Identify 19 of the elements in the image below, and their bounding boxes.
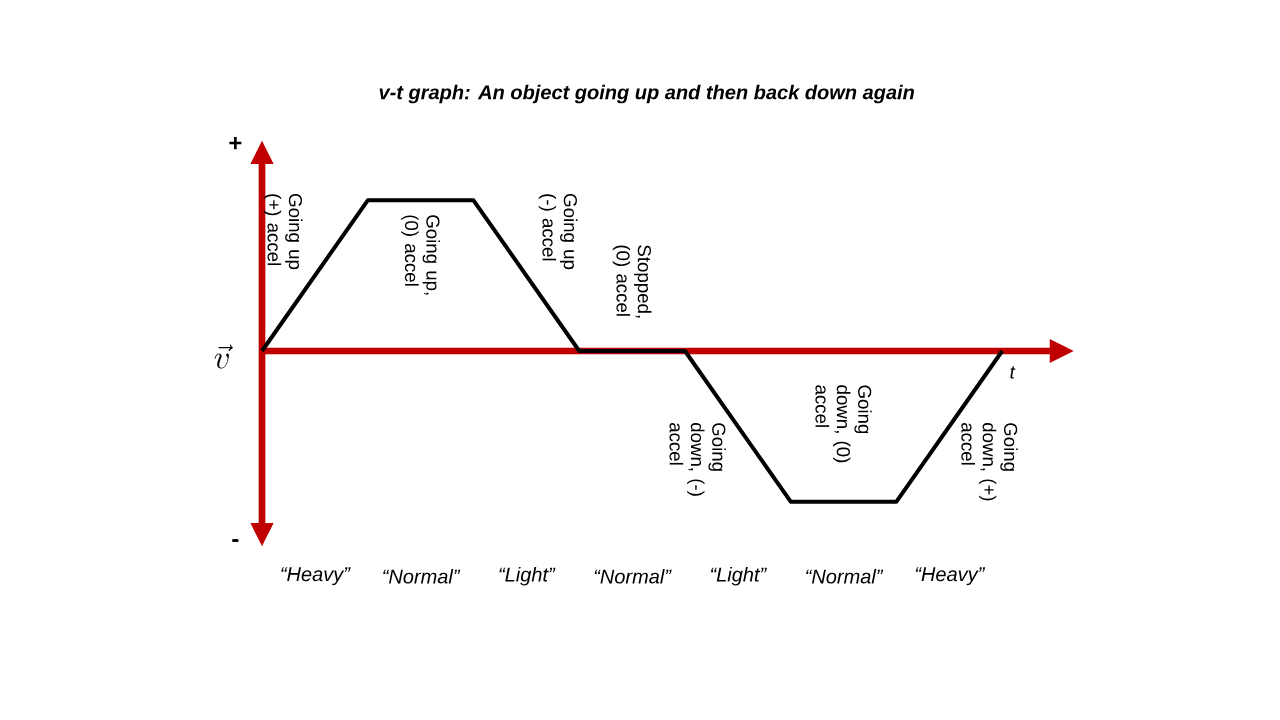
text: “Heavy” xyxy=(915,567,986,586)
text: “Light” xyxy=(499,566,556,586)
annotation: Stopped, (0) accel xyxy=(612,245,652,318)
text: “Normal” xyxy=(806,568,884,584)
text: “Light” xyxy=(710,566,767,586)
annotation: Going up, (0) accel xyxy=(401,215,440,295)
text: - xyxy=(232,539,239,542)
annotation: Going down, (0) accel xyxy=(815,385,872,463)
annotation: Going up (+) accel xyxy=(263,194,303,270)
x-axis-title: t xyxy=(1010,366,1016,379)
y-axis-title: $\vec{v}$ xyxy=(214,344,233,369)
text: “Heavy” xyxy=(281,567,351,586)
chart-title: v-t graph: An object going up and then back down again xyxy=(379,84,914,104)
annotation: Going down, (+) accel xyxy=(961,423,1018,501)
text: “Normal” xyxy=(594,568,672,584)
annotation: Going up (-) accel xyxy=(538,194,578,270)
text: “Normal” xyxy=(383,568,461,584)
annotation: Going down, (-) accel xyxy=(669,423,726,496)
text: + xyxy=(229,136,242,150)
